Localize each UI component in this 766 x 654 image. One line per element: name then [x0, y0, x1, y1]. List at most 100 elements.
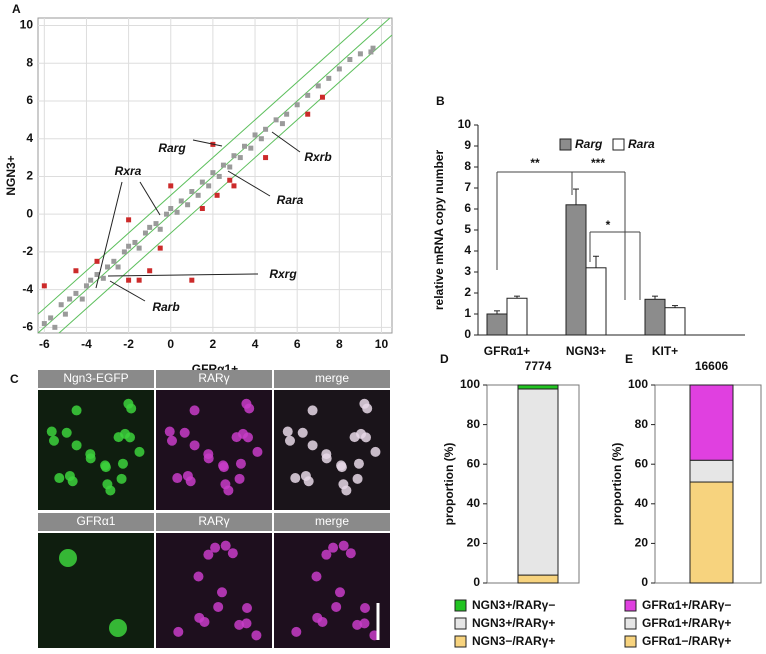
cell — [54, 473, 65, 484]
cell — [203, 449, 214, 460]
cell — [203, 549, 214, 560]
point — [195, 192, 201, 198]
cell — [336, 462, 347, 473]
legend-swatch — [454, 599, 467, 612]
point — [279, 121, 285, 127]
y-tick-label: 80 — [635, 417, 649, 431]
point — [305, 111, 311, 117]
point — [336, 66, 342, 72]
cell — [311, 571, 322, 582]
cell — [218, 462, 229, 473]
point — [284, 111, 290, 117]
cell — [85, 449, 96, 460]
point — [168, 206, 174, 212]
cell — [61, 427, 72, 438]
chart-title: 7774 — [525, 359, 552, 373]
image-header-bg — [274, 513, 390, 531]
point — [189, 277, 195, 283]
point — [237, 155, 243, 161]
cell — [199, 616, 210, 627]
y-axis-title: proportion (%) — [442, 443, 456, 526]
cell — [185, 476, 196, 487]
point — [121, 249, 127, 255]
y-tick-label: 40 — [467, 496, 481, 510]
point — [326, 75, 332, 81]
panel-label: C — [10, 372, 19, 386]
cell — [193, 571, 204, 582]
x-tick-label: 4 — [252, 337, 259, 351]
point — [83, 283, 89, 289]
point — [126, 217, 132, 223]
point — [319, 94, 325, 100]
y-tick-label: 7 — [464, 180, 471, 194]
y-tick-label: 5 — [464, 222, 471, 236]
point — [58, 302, 64, 308]
x-tick-label: 6 — [294, 337, 301, 351]
cell — [334, 587, 345, 598]
point — [252, 132, 258, 138]
point — [157, 245, 163, 251]
image-header-bg — [274, 370, 390, 388]
cell — [282, 426, 293, 437]
cell — [234, 473, 245, 484]
point — [105, 264, 111, 270]
image-header: RARγ — [198, 514, 229, 528]
cell — [242, 603, 253, 614]
cell — [321, 449, 332, 460]
point — [174, 209, 180, 215]
point — [227, 177, 233, 183]
point — [126, 277, 132, 283]
chart-title: 16606 — [695, 359, 729, 373]
leader-line — [95, 181, 123, 289]
panel-label: B — [436, 94, 445, 108]
cell — [102, 479, 113, 490]
y-tick-label: 1 — [464, 306, 471, 320]
significance-label: *** — [591, 156, 605, 170]
y-tick-label: -4 — [22, 282, 33, 296]
bar — [506, 297, 528, 336]
cell — [244, 403, 255, 414]
x-tick-label: -4 — [81, 337, 92, 351]
cell — [71, 405, 82, 416]
bar — [664, 307, 686, 336]
bar-segment — [517, 388, 559, 576]
point — [88, 277, 94, 283]
cell — [328, 542, 339, 553]
y-tick-label: -2 — [22, 244, 33, 258]
cell — [251, 630, 262, 641]
image-header: RARγ — [198, 371, 229, 385]
y-tick-label: 2 — [464, 285, 471, 299]
point — [242, 143, 247, 149]
point — [136, 245, 142, 251]
legend-swatch — [612, 138, 625, 151]
x-tick-label: -6 — [39, 337, 50, 351]
cell — [71, 440, 82, 451]
bar — [565, 204, 587, 336]
cell — [46, 426, 57, 437]
cell — [297, 427, 308, 438]
cell — [370, 446, 381, 457]
cell — [164, 426, 175, 437]
image-header: merge — [315, 371, 349, 385]
y-tick-label: 0 — [641, 575, 648, 589]
point — [258, 136, 264, 142]
cell — [352, 619, 363, 630]
x-tick-label: 0 — [167, 337, 174, 351]
point — [132, 239, 138, 245]
point — [294, 102, 300, 108]
point — [94, 272, 100, 278]
y-tick-label: 6 — [464, 201, 471, 215]
y-tick-label: 60 — [635, 456, 649, 470]
y-tick-label: 4 — [26, 131, 33, 145]
point — [263, 155, 269, 161]
point — [263, 126, 269, 132]
legend-label: NGN3−/RARγ+ — [472, 634, 555, 648]
point — [368, 49, 374, 55]
point — [153, 221, 159, 227]
x-tick-label: KIT+ — [652, 344, 678, 358]
x-tick-label: 10 — [375, 337, 389, 351]
legend-swatch — [624, 617, 637, 630]
cell — [307, 405, 318, 416]
point — [100, 275, 106, 281]
x-tick-label: -2 — [123, 337, 134, 351]
